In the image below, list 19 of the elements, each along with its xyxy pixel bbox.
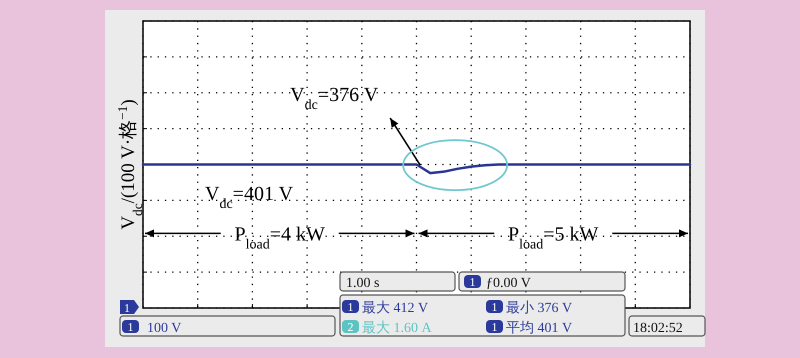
annotation: 1 <box>348 300 354 314</box>
text: 1 <box>128 320 134 334</box>
annotation: 最大 412 V <box>362 300 428 316</box>
annotation: 最小 376 V <box>506 300 572 316</box>
annotation: 1.00 s <box>346 276 380 291</box>
text: 18:02:52 <box>633 321 683 336</box>
text: V$_{dc}$=376 V <box>290 84 379 113</box>
text: 1 <box>124 301 130 315</box>
annotation: P$_{load}$=5 kW <box>508 223 599 252</box>
text: 最大 1.60 A <box>362 320 432 336</box>
annotation: ƒ0.00 V <box>486 276 531 291</box>
text: 2 <box>348 320 354 334</box>
annotation: P$_{load}$=4 kW <box>234 223 326 252</box>
annotation: 1 <box>470 275 476 289</box>
text: 100 V <box>147 321 182 336</box>
text: 1 <box>492 320 498 334</box>
annotation: V$_{dc}$=401 V <box>205 183 294 212</box>
annotation: 1 <box>492 300 498 314</box>
text: 平均 401 V <box>506 320 572 336</box>
